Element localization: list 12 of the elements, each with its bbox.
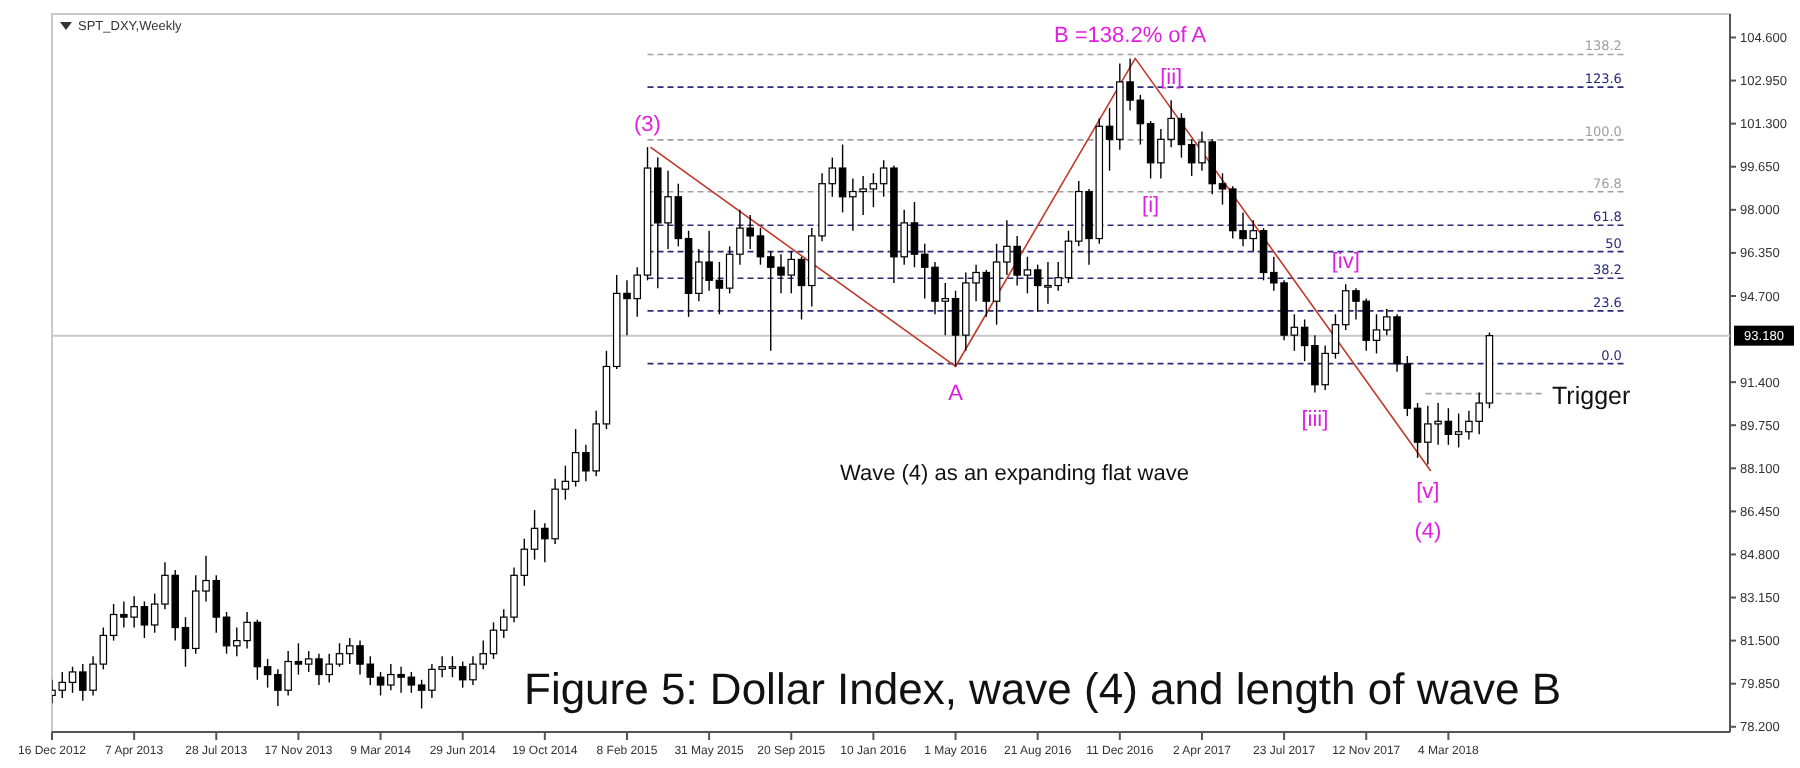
annotation: B =138.2% of A [1053,24,1208,49]
annotation: [iv] [1331,249,1360,274]
annotation: (4) [1414,520,1442,545]
annotation: Wave (4) as an expanding flat wave [840,462,1189,486]
text: Figure 5: Dollar Index, wave (4) and length of wave B [524,664,1561,714]
annotation: Trigger [1552,382,1631,410]
annotation: [iii] [1301,408,1329,433]
annotation: [v] [1416,480,1440,505]
annotation: (3) [634,112,661,137]
annotation: [i] [1142,194,1160,219]
annotation: [ii] [1160,65,1183,90]
annotation: A [948,382,965,407]
